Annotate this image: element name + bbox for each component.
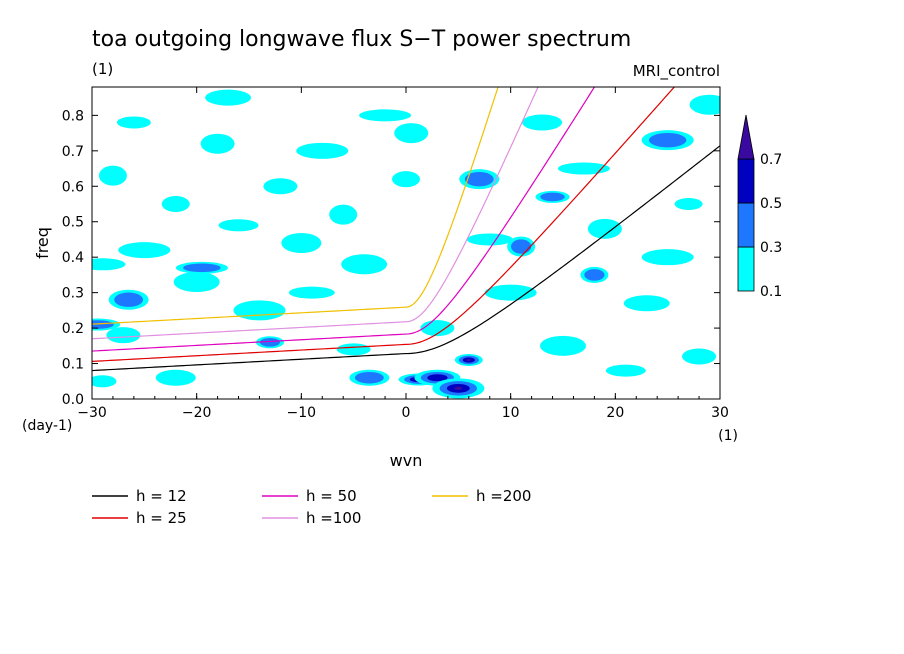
contour-blob — [623, 295, 670, 312]
contour-blob — [605, 364, 646, 377]
colorbar-label: 0.1 — [760, 284, 782, 300]
contour-blob — [540, 192, 565, 202]
colorbar-label: 0.7 — [760, 152, 782, 168]
contour-blob — [173, 272, 220, 292]
contour-blob — [329, 204, 358, 225]
y-tick-label: 0.3 — [62, 286, 84, 302]
contour-blob — [116, 116, 151, 129]
dispersion-curves — [92, 87, 720, 372]
y-unit-label: (day-1) — [22, 418, 72, 434]
contour-blob — [200, 133, 235, 154]
colorbar-segment — [737, 158, 755, 204]
contour-blob — [587, 218, 622, 239]
contour-blob — [233, 300, 286, 321]
x-tick-label: −10 — [287, 405, 317, 421]
contour-blob — [92, 258, 126, 271]
x-tick-label: −30 — [77, 405, 107, 421]
contour-blob — [392, 171, 420, 188]
contour-blob — [205, 89, 252, 106]
x-axis: −30 −20 −10 0 10 20 30 — [77, 87, 729, 421]
contour-blob — [648, 132, 687, 148]
x-unit-label: (1) — [718, 428, 738, 444]
contour-blob — [522, 114, 563, 131]
contour-blob — [689, 94, 720, 115]
contour-blob — [336, 343, 371, 356]
colorbar-label: 0.5 — [760, 196, 782, 212]
x-axis-label: wvn — [390, 451, 423, 470]
contour-blob — [484, 284, 537, 301]
legend: h = 12 h = 25 h = 50 h =100 h =200 — [92, 487, 531, 527]
colorbar-segment — [737, 246, 755, 292]
contour-blob — [466, 359, 472, 361]
contour-blob — [427, 374, 448, 382]
contour-blob — [296, 142, 349, 159]
contour-blob — [92, 320, 114, 329]
y-tick-label: 0.6 — [62, 179, 84, 195]
y-tick-label: 0.7 — [62, 144, 84, 160]
y-tick-label: 0.5 — [62, 215, 84, 231]
y-tick-label: 0.2 — [62, 321, 84, 337]
legend-label: h = 12 — [136, 487, 187, 505]
chart-subtitle-right: MRI_control — [633, 62, 720, 81]
chart-subtitle-left: (1) — [92, 60, 113, 78]
contour-blob — [641, 249, 694, 266]
contour-blob — [263, 178, 298, 195]
contour-blob — [674, 198, 703, 210]
contour-blob — [106, 327, 141, 344]
dispersion-curve — [92, 87, 596, 352]
contour-blob — [155, 369, 196, 386]
contour-blob — [288, 286, 335, 299]
contour-blob — [92, 375, 117, 388]
y-axis-label: freq — [33, 227, 52, 259]
colorbar-segment — [737, 202, 755, 248]
contour-blob — [118, 242, 171, 259]
x-tick-label: −20 — [182, 405, 212, 421]
colorbar-label: 0.3 — [760, 240, 782, 256]
legend-label: h =100 — [306, 509, 361, 527]
contour-blob — [281, 233, 322, 253]
y-tick-label: 0.8 — [62, 108, 84, 124]
legend-label: h = 25 — [136, 509, 187, 527]
contour-blob — [466, 233, 513, 246]
contour-blob — [394, 123, 429, 144]
chart-title: toa outgoing longwave flux S−T power spe… — [92, 27, 631, 52]
dispersion-curve — [92, 145, 720, 372]
dispersion-curve — [92, 87, 499, 325]
contour-blob — [557, 162, 610, 175]
colorbar: 0.1 0.3 0.5 0.7 — [737, 114, 782, 300]
y-tick-label: 0.0 — [62, 392, 84, 408]
x-tick-label: 10 — [502, 405, 520, 421]
colorbar-arrow — [737, 114, 755, 160]
contour-blob — [464, 171, 494, 187]
contour-blob — [454, 386, 463, 390]
dispersion-curve — [92, 87, 539, 340]
legend-label: h =200 — [476, 487, 531, 505]
contour-blob — [682, 348, 717, 365]
y-axis: 0.0 0.1 0.2 0.3 0.4 0.5 0.6 0.7 0.8 — [62, 108, 720, 408]
contour-blob — [259, 337, 281, 347]
contour-blob — [511, 239, 532, 254]
contour-blob — [218, 219, 259, 232]
y-tick-label: 0.4 — [62, 250, 84, 266]
contour-blob — [114, 292, 144, 307]
x-tick-label: 30 — [711, 405, 729, 421]
x-tick-label: 20 — [606, 405, 624, 421]
contour-blob — [354, 371, 384, 384]
contour-blob — [359, 109, 412, 122]
y-tick-label: 0.1 — [62, 357, 84, 373]
dispersion-curve — [92, 87, 676, 363]
contour-blob — [341, 254, 388, 275]
legend-label: h = 50 — [306, 487, 357, 505]
contour-blob — [98, 165, 127, 186]
contour-layer — [92, 89, 720, 399]
contour-blob — [584, 269, 605, 281]
contour-blob — [183, 263, 221, 273]
contour-blob — [161, 196, 190, 212]
contour-blob — [540, 335, 586, 356]
x-tick-label: 0 — [402, 405, 411, 421]
